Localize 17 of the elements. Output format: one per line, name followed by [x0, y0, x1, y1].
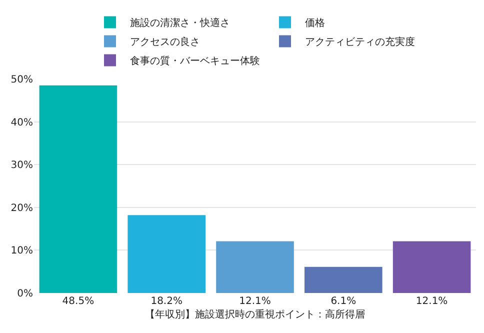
legend-label: アクセスの良さ	[130, 36, 200, 48]
y-tick-label: 0%	[17, 288, 33, 300]
x-axis-title: 【年収別】施設選択時の重視ポイント：高所得層	[145, 308, 365, 320]
data-label: 6.1%	[330, 296, 356, 307]
legend-label: 施設の清潔さ・快適さ	[130, 17, 230, 30]
legend-label: 価格	[305, 17, 325, 30]
data-label: 48.5%	[62, 296, 94, 307]
legend-label: アクティビティの充実度	[305, 36, 415, 48]
y-tick-label: 30%	[10, 160, 33, 172]
y-tick-label: 50%	[10, 74, 33, 86]
y-tick-label: 20%	[10, 202, 33, 214]
y-tick-label: 40%	[10, 117, 33, 128]
data-label: 12.1%	[239, 296, 271, 307]
data-label: 12.1%	[416, 296, 448, 307]
y-tick-label: 10%	[10, 246, 33, 257]
legend-label: 食事の質・バーベキュー体験	[130, 55, 260, 68]
data-label: 18.2%	[150, 296, 182, 307]
